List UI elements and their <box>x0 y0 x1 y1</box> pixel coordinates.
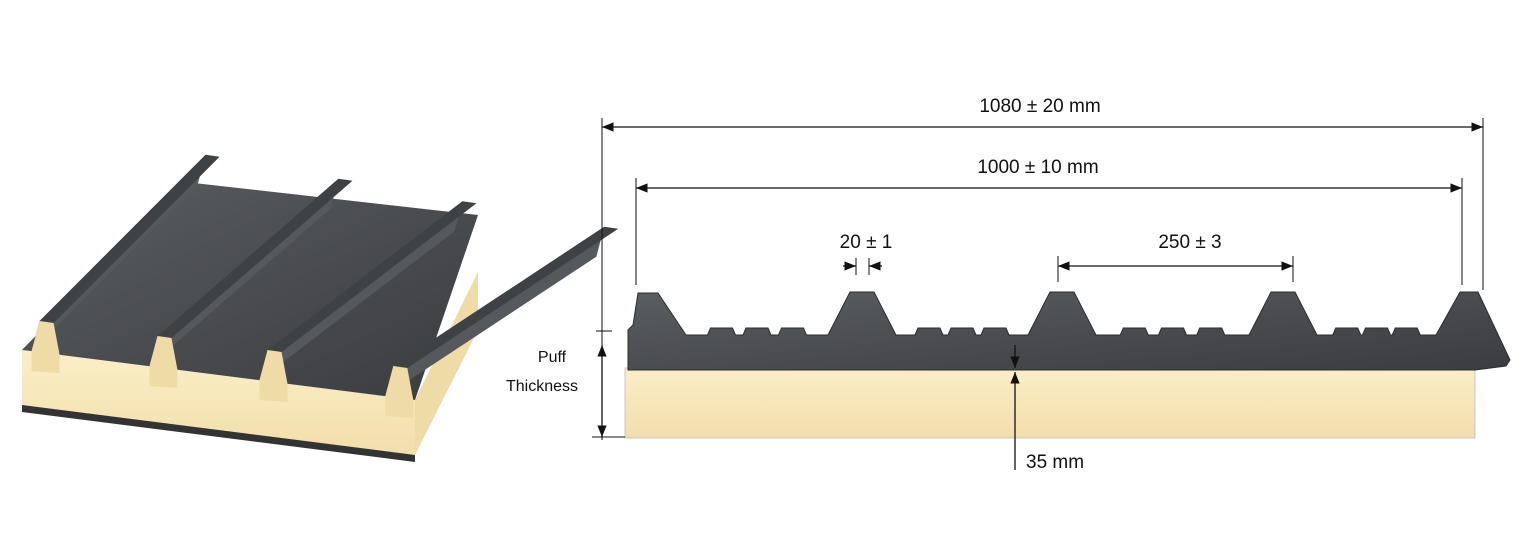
rib-foam <box>149 336 178 388</box>
rib-foam <box>385 366 414 418</box>
panel-3d <box>22 154 619 462</box>
puff-label: Thickness <box>506 378 578 395</box>
rib-pitch: 250 ± 3 <box>1158 232 1221 253</box>
cross-section <box>624 291 1511 439</box>
rib-foam <box>31 321 60 373</box>
rib-foam <box>259 350 288 402</box>
cover-width: 1000 ± 10 mm <box>977 157 1098 178</box>
overall-width: 1080 ± 20 mm <box>979 96 1100 117</box>
side-foam <box>415 272 478 455</box>
core-depth: 35 mm <box>1026 452 1084 473</box>
puff-label: Puff <box>538 349 567 366</box>
rib-top <box>267 201 477 352</box>
foam-core <box>624 367 1476 439</box>
steel-profile <box>627 291 1511 371</box>
front-foam <box>22 350 415 455</box>
rib-top <box>393 226 619 368</box>
rib-top <box>157 178 353 338</box>
ribs <box>31 154 619 418</box>
dimensions: 1080 ± 20 mm 1000 ± 10 mm 20 ± 1 250 ± 3… <box>506 96 1484 473</box>
rib-width: 20 ± 1 <box>840 232 893 253</box>
rib-top <box>39 154 220 323</box>
